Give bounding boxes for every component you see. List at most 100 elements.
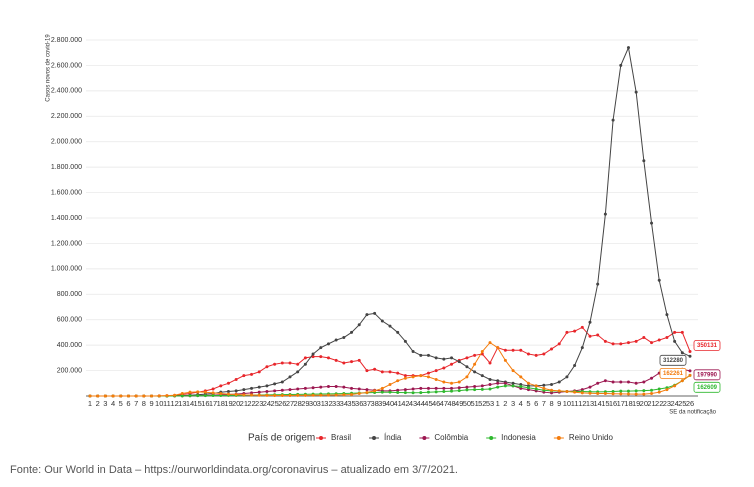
data-point [634, 392, 638, 396]
data-point [357, 358, 361, 362]
x-tick-label: 17 [209, 399, 217, 408]
data-point [288, 393, 292, 397]
data-point [411, 387, 415, 391]
data-point [557, 389, 561, 393]
data-point [365, 313, 369, 317]
x-tick-label: 44 [417, 399, 425, 408]
data-point [511, 381, 515, 385]
data-point [403, 391, 407, 395]
data-point [265, 384, 269, 388]
data-point [565, 330, 569, 334]
data-point [296, 370, 300, 374]
data-point [342, 361, 346, 365]
y-tick-label: 1.200.000 [51, 240, 82, 247]
x-tick-label: 30 [309, 399, 317, 408]
x-tick-label: 22 [247, 399, 255, 408]
data-point [619, 392, 623, 396]
data-point [242, 388, 246, 392]
data-point [357, 391, 361, 395]
data-point [626, 341, 630, 345]
data-point [265, 393, 269, 397]
data-point [611, 392, 615, 396]
data-point [388, 370, 392, 374]
data-point [450, 356, 454, 360]
data-point [519, 348, 523, 352]
data-point [288, 388, 292, 392]
data-point [650, 388, 654, 392]
x-tick-label: 18 [217, 399, 225, 408]
data-point [403, 339, 407, 343]
data-point [603, 379, 607, 383]
data-point [611, 390, 615, 394]
x-tick-label: 1 [496, 399, 500, 408]
y-tick-label: 1.000.000 [51, 266, 82, 273]
x-tick-label: 11 [571, 399, 579, 408]
y-tick-label: 2.400.000 [51, 88, 82, 95]
x-tick-label: 1 [88, 399, 92, 408]
data-point [265, 390, 269, 394]
data-point [673, 384, 677, 388]
data-point [426, 375, 430, 379]
x-tick-label: 42 [401, 399, 409, 408]
data-point [503, 381, 507, 385]
data-point [665, 313, 669, 317]
data-point [419, 353, 423, 357]
data-point [311, 352, 315, 356]
x-tick-label: 5 [526, 399, 530, 408]
data-point [434, 369, 438, 373]
data-point [288, 361, 292, 365]
data-point [511, 384, 515, 388]
data-point [488, 383, 492, 387]
data-point [434, 377, 438, 381]
data-point [465, 388, 469, 392]
data-point [250, 372, 254, 376]
data-point [326, 342, 330, 346]
data-point [542, 352, 546, 356]
x-tick-label: 28 [294, 399, 302, 408]
data-point [257, 385, 261, 389]
data-point [565, 375, 569, 379]
data-point [342, 336, 346, 340]
data-point [196, 394, 200, 398]
data-point [450, 362, 454, 366]
data-point [142, 394, 146, 398]
data-point [426, 386, 430, 390]
data-point [311, 386, 315, 390]
end-label: 162261 [663, 371, 684, 377]
data-point [619, 380, 623, 384]
data-point [519, 384, 523, 388]
x-tick-label: 18 [624, 399, 632, 408]
data-point [342, 393, 346, 397]
data-point [426, 390, 430, 394]
data-point [373, 367, 377, 371]
data-point [242, 374, 246, 378]
end-label-box [693, 381, 721, 393]
data-point [434, 356, 438, 360]
x-tick-label: 27 [286, 399, 294, 408]
data-point [426, 353, 430, 357]
data-point [303, 356, 307, 360]
data-point [534, 353, 538, 357]
data-point [257, 390, 261, 394]
data-point [380, 370, 384, 374]
data-point [326, 384, 330, 388]
data-point [642, 389, 646, 393]
data-point [203, 390, 207, 394]
end-label: 197990 [697, 372, 718, 378]
data-point [280, 361, 284, 365]
x-tick-label: 26 [278, 399, 286, 408]
data-point [450, 389, 454, 393]
data-point [496, 381, 500, 385]
source-note: Fonte: Our World in Data – https://ourwo… [10, 464, 458, 476]
data-point [234, 389, 238, 393]
data-point [550, 383, 554, 387]
data-point [265, 365, 269, 369]
x-tick-label: 47 [440, 399, 448, 408]
y-tick-label: 600.000 [57, 317, 82, 324]
series-line [90, 45, 691, 397]
x-tick-label: 12 [170, 399, 178, 408]
data-point [488, 341, 492, 345]
data-point [657, 338, 661, 342]
data-point [188, 390, 192, 394]
data-point [542, 383, 546, 387]
